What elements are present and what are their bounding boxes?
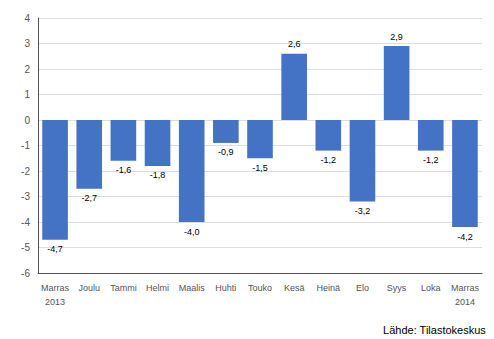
svg-text:-6: -6	[21, 268, 30, 279]
svg-text:-4: -4	[21, 217, 30, 228]
svg-text:Lähde: Tilastokeskus: Lähde: Tilastokeskus	[383, 324, 486, 336]
svg-text:4: 4	[24, 13, 30, 24]
svg-text:Marras: Marras	[451, 283, 480, 293]
svg-text:-1,5: -1,5	[252, 163, 268, 173]
svg-text:-1,6: -1,6	[116, 165, 132, 175]
svg-text:2: 2	[24, 64, 30, 75]
svg-text:Joulu: Joulu	[78, 283, 100, 293]
svg-text:Syys: Syys	[387, 283, 407, 293]
svg-text:Tammi: Tammi	[110, 283, 137, 293]
svg-text:-3: -3	[21, 191, 30, 202]
svg-text:Loka: Loka	[421, 283, 441, 293]
svg-text:-2,7: -2,7	[81, 193, 97, 203]
svg-text:2,9: 2,9	[390, 32, 403, 42]
svg-text:-4,0: -4,0	[184, 227, 200, 237]
svg-text:Helmi: Helmi	[146, 283, 169, 293]
svg-text:-1,8: -1,8	[150, 170, 166, 180]
svg-text:-1: -1	[21, 140, 30, 151]
svg-text:2014: 2014	[455, 297, 475, 307]
svg-text:-4,7: -4,7	[47, 244, 63, 254]
svg-text:Touko: Touko	[248, 283, 272, 293]
svg-text:3: 3	[24, 38, 30, 49]
svg-text:Elo: Elo	[356, 283, 369, 293]
svg-text:-0,9: -0,9	[218, 147, 234, 157]
svg-text:2013: 2013	[45, 297, 65, 307]
svg-text:Huhti: Huhti	[215, 283, 236, 293]
svg-text:1: 1	[24, 89, 30, 100]
svg-text:0: 0	[24, 115, 30, 126]
svg-text:-4,2: -4,2	[457, 232, 473, 242]
svg-text:-5: -5	[21, 242, 30, 253]
svg-text:-2: -2	[21, 166, 30, 177]
svg-text:Marras: Marras	[41, 283, 70, 293]
svg-text:-1,2: -1,2	[423, 155, 439, 165]
svg-text:-1,2: -1,2	[321, 155, 337, 165]
svg-text:Kesä: Kesä	[284, 283, 305, 293]
svg-text:Maalis: Maalis	[179, 283, 206, 293]
svg-text:-3,2: -3,2	[355, 206, 371, 216]
svg-text:2,6: 2,6	[288, 39, 301, 49]
svg-text:Heinä: Heinä	[317, 283, 341, 293]
